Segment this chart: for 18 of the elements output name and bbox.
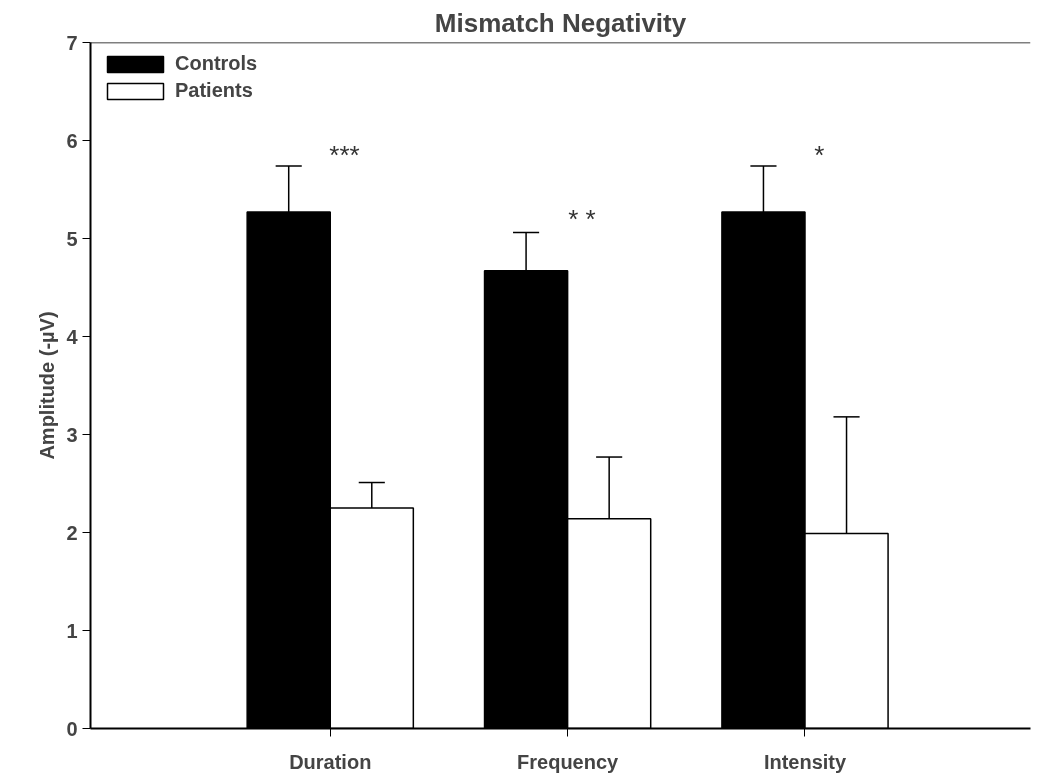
x-tick-label: Frequency: [517, 750, 620, 773]
x-tick-label: Duration: [289, 750, 372, 773]
y-tick-label: 6: [66, 129, 78, 152]
y-tick-label: 5: [66, 227, 78, 250]
y-tick-label: 7: [66, 31, 78, 54]
x-tick-label: Intensity: [763, 750, 847, 773]
y-axis-title: Amplitude (-µV): [36, 311, 59, 460]
y-tick-label: 3: [66, 423, 78, 446]
y-tick-label: 2: [66, 521, 78, 544]
y-tick-label: 1: [66, 619, 78, 642]
annotation: ***: [329, 140, 360, 171]
legend-label: Controls: [175, 52, 258, 75]
y-tick-label: 0: [66, 717, 78, 740]
chart-title: Mismatch Negativity: [434, 7, 687, 38]
legend-label: Patients: [175, 79, 253, 102]
y-tick-label: 4: [66, 325, 79, 348]
annotation: * *: [568, 203, 596, 234]
annotation: *: [814, 140, 825, 171]
